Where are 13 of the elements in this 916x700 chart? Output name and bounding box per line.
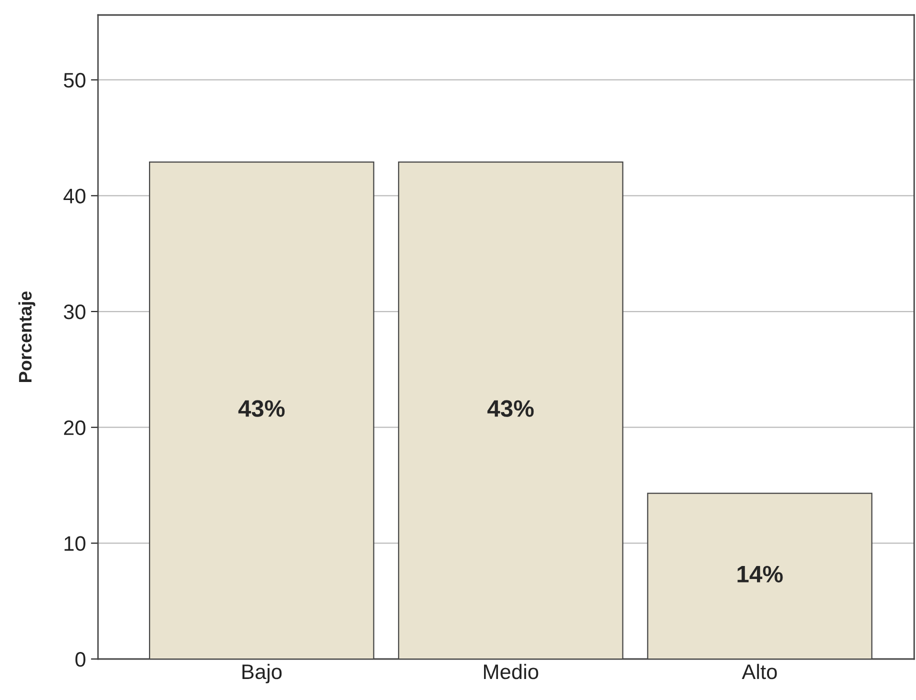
x-tick-label: Bajo bbox=[242, 664, 282, 684]
y-tick-label: 20 bbox=[64, 420, 86, 436]
data-label: 14% bbox=[738, 566, 783, 582]
y-axis-title: Porcentaje bbox=[18, 291, 36, 382]
data-label: 43% bbox=[487, 400, 534, 417]
y-tick-label: 0 bbox=[75, 652, 86, 667]
data-label: 43% bbox=[238, 400, 285, 417]
y-tick-label: 10 bbox=[64, 536, 86, 551]
y-tick-label: 40 bbox=[64, 188, 86, 204]
x-tick-label: Alto bbox=[742, 664, 777, 680]
y-tick-label: 30 bbox=[64, 304, 86, 320]
y-tick-label: 50 bbox=[64, 72, 86, 88]
x-tick-label: Medio bbox=[484, 664, 538, 680]
